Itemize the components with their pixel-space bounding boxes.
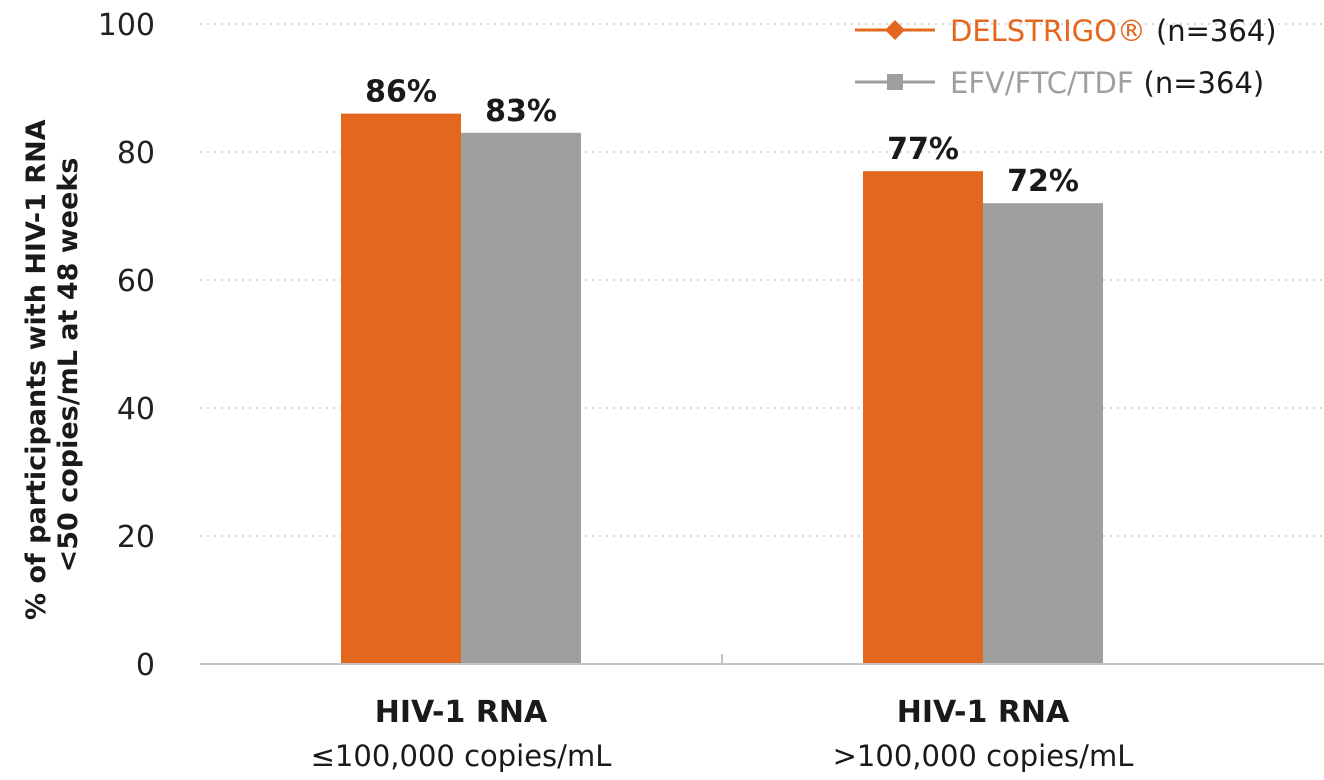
legend-item: DELSTRIGO® (n=364)	[855, 14, 1277, 48]
y-tick-label: 0	[136, 648, 155, 683]
category-subtitle: >100,000 copies/mL	[833, 739, 1134, 773]
y-axis-label-line-1: % of participants with HIV-1 RNA	[21, 119, 52, 620]
category-subtitle: ≤100,000 copies/mL	[311, 739, 612, 773]
legend-series-name: EFV/FTC/TDF	[950, 66, 1134, 100]
bar	[461, 132, 581, 665]
legend-item: EFV/FTC/TDF (n=364)	[855, 66, 1264, 100]
bar-data-label: 86%	[365, 75, 437, 110]
y-tick-label: 60	[117, 264, 155, 299]
bar	[341, 113, 461, 665]
x-axis-category-labels: HIV-1 RNA ≤100,000 copies/mL HIV-1 RNA >100…	[311, 695, 1134, 773]
legend-series-name: DELSTRIGO®	[950, 14, 1146, 48]
y-axis-ticks: 0 20 40 60 80 100	[98, 8, 155, 683]
legend: DELSTRIGO® (n=364) EFV/FTC/TDF (n=364)	[855, 14, 1277, 100]
bar-data-label: 72%	[1007, 164, 1079, 199]
data-labels: 86% 83% 77% 72%	[365, 75, 1079, 200]
x-axis	[200, 654, 1324, 665]
bar-data-label: 77%	[887, 132, 959, 167]
category-title: HIV-1 RNA	[375, 695, 548, 730]
legend-series-count: (n=364)	[1144, 66, 1265, 100]
bar-data-label: 83%	[485, 94, 557, 129]
gridlines	[200, 23, 1324, 537]
bar	[983, 203, 1103, 664]
legend-label: DELSTRIGO® (n=364)	[950, 14, 1277, 48]
y-tick-label: 40	[117, 392, 155, 427]
y-tick-label: 100	[98, 8, 155, 43]
legend-diamond-marker	[885, 20, 905, 40]
category-title: HIV-1 RNA	[897, 695, 1070, 730]
bars	[341, 113, 1103, 665]
y-axis-label: % of participants with HIV-1 RNA <50 cop…	[21, 110, 84, 620]
y-axis-label-line-2: <50 copies/mL at 48 weeks	[53, 158, 84, 573]
legend-square-marker	[887, 74, 903, 90]
legend-series-count: (n=364)	[1156, 14, 1277, 48]
y-tick-label: 20	[117, 520, 155, 555]
bar	[863, 171, 983, 664]
legend-label: EFV/FTC/TDF (n=364)	[950, 66, 1264, 100]
y-tick-label: 80	[117, 136, 155, 171]
